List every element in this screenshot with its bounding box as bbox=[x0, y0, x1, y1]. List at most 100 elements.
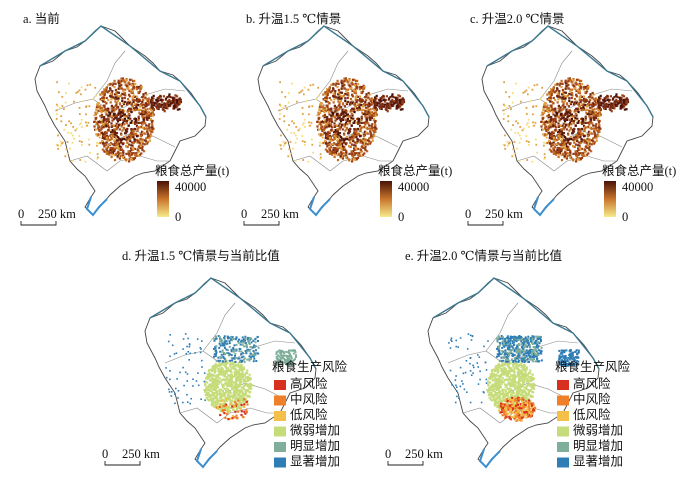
raster-cell bbox=[139, 108, 142, 111]
raster-cell bbox=[93, 114, 96, 117]
raster-cell bbox=[593, 128, 596, 131]
raster-cell bbox=[356, 99, 359, 102]
raster-cell bbox=[112, 106, 115, 109]
raster-cell bbox=[393, 100, 396, 103]
raster-cell bbox=[215, 345, 218, 348]
raster-cell bbox=[548, 142, 552, 145]
raster-cell bbox=[503, 388, 506, 391]
raster-cell bbox=[548, 96, 551, 99]
raster-cell bbox=[567, 79, 570, 82]
raster-cell bbox=[279, 81, 281, 84]
raster-cell bbox=[216, 379, 219, 382]
raster-cell bbox=[564, 142, 568, 145]
raster-cell bbox=[542, 123, 544, 126]
raster-cell bbox=[122, 126, 126, 129]
raster-cell bbox=[337, 82, 340, 85]
raster-cell bbox=[330, 119, 333, 122]
raster-cell bbox=[123, 93, 126, 96]
raster-cell bbox=[343, 79, 346, 82]
raster-cell bbox=[219, 337, 221, 340]
raster-cell bbox=[363, 138, 366, 141]
raster-cell bbox=[105, 102, 108, 105]
raster-cell bbox=[138, 142, 141, 145]
raster-cell bbox=[581, 95, 584, 98]
raster-cell bbox=[369, 118, 372, 121]
raster-cell bbox=[211, 376, 214, 379]
raster-cell bbox=[228, 336, 231, 339]
raster-cell bbox=[212, 393, 215, 396]
raster-cell bbox=[560, 154, 563, 157]
raster-cell bbox=[553, 139, 556, 142]
raster-cell bbox=[335, 109, 338, 112]
raster-cell bbox=[127, 152, 131, 156]
raster-cell bbox=[186, 393, 188, 396]
raster-cell bbox=[123, 113, 126, 116]
raster-cell bbox=[233, 375, 236, 378]
raster-cell bbox=[148, 126, 151, 129]
raster-cell bbox=[588, 142, 591, 145]
raster-cell bbox=[226, 410, 229, 413]
raster-cell bbox=[542, 128, 545, 131]
raster-cell bbox=[558, 84, 561, 87]
raster-cell bbox=[103, 88, 106, 91]
raster-cell bbox=[130, 152, 133, 155]
raster-cell bbox=[568, 77, 571, 80]
raster-cell bbox=[136, 85, 139, 88]
raster-cell bbox=[89, 151, 92, 154]
raster-cell bbox=[348, 79, 351, 82]
raster-cell bbox=[197, 384, 200, 387]
raster-cell bbox=[108, 129, 111, 132]
raster-cell bbox=[331, 153, 334, 156]
raster-cell bbox=[67, 131, 70, 134]
raster-cell bbox=[592, 115, 596, 118]
raster-cell bbox=[324, 148, 327, 151]
raster-cell bbox=[386, 102, 389, 105]
scale-zero: 0 bbox=[18, 207, 24, 221]
raster-cell bbox=[590, 109, 593, 112]
scale-distance: 250 km bbox=[485, 207, 523, 221]
raster-cell bbox=[142, 95, 145, 98]
raster-cell bbox=[366, 139, 370, 142]
raster-cell bbox=[342, 109, 345, 112]
raster-cell bbox=[136, 140, 139, 143]
raster-cell bbox=[335, 82, 338, 85]
raster-cell bbox=[523, 127, 525, 130]
raster-cell bbox=[512, 124, 514, 126]
raster-cell bbox=[133, 156, 137, 159]
raster-cell bbox=[590, 127, 593, 131]
raster-cell bbox=[142, 93, 145, 96]
raster-cell bbox=[133, 107, 136, 110]
raster-cell bbox=[334, 130, 337, 133]
raster-cell bbox=[353, 129, 356, 132]
raster-cell bbox=[501, 368, 504, 372]
raster-cell bbox=[100, 92, 103, 95]
raster-cell bbox=[213, 405, 216, 409]
raster-cell bbox=[226, 337, 229, 340]
raster-cell bbox=[141, 123, 144, 126]
raster-cell bbox=[138, 90, 142, 93]
raster-cell bbox=[581, 120, 584, 123]
raster-cell bbox=[110, 131, 113, 134]
raster-cell bbox=[138, 145, 141, 148]
raster-cell bbox=[142, 98, 145, 101]
raster-cell bbox=[355, 148, 358, 151]
raster-cell bbox=[151, 96, 154, 99]
raster-cell bbox=[123, 119, 126, 122]
raster-cell bbox=[578, 128, 581, 131]
raster-cell bbox=[351, 102, 354, 105]
raster-cell bbox=[122, 149, 125, 153]
raster-cell bbox=[164, 98, 167, 101]
raster-cell bbox=[99, 93, 102, 96]
raster-cell bbox=[520, 379, 523, 382]
raster-cell bbox=[336, 79, 339, 82]
raster-cell bbox=[556, 87, 559, 90]
raster-cell bbox=[248, 376, 251, 379]
raster-cell bbox=[55, 118, 58, 120]
raster-cell bbox=[571, 88, 574, 91]
raster-cell bbox=[584, 154, 587, 157]
raster-cell bbox=[246, 385, 249, 388]
raster-cell bbox=[105, 141, 108, 144]
raster-cell bbox=[497, 382, 500, 386]
raster-cell bbox=[163, 110, 166, 113]
raster-cell bbox=[223, 404, 227, 408]
